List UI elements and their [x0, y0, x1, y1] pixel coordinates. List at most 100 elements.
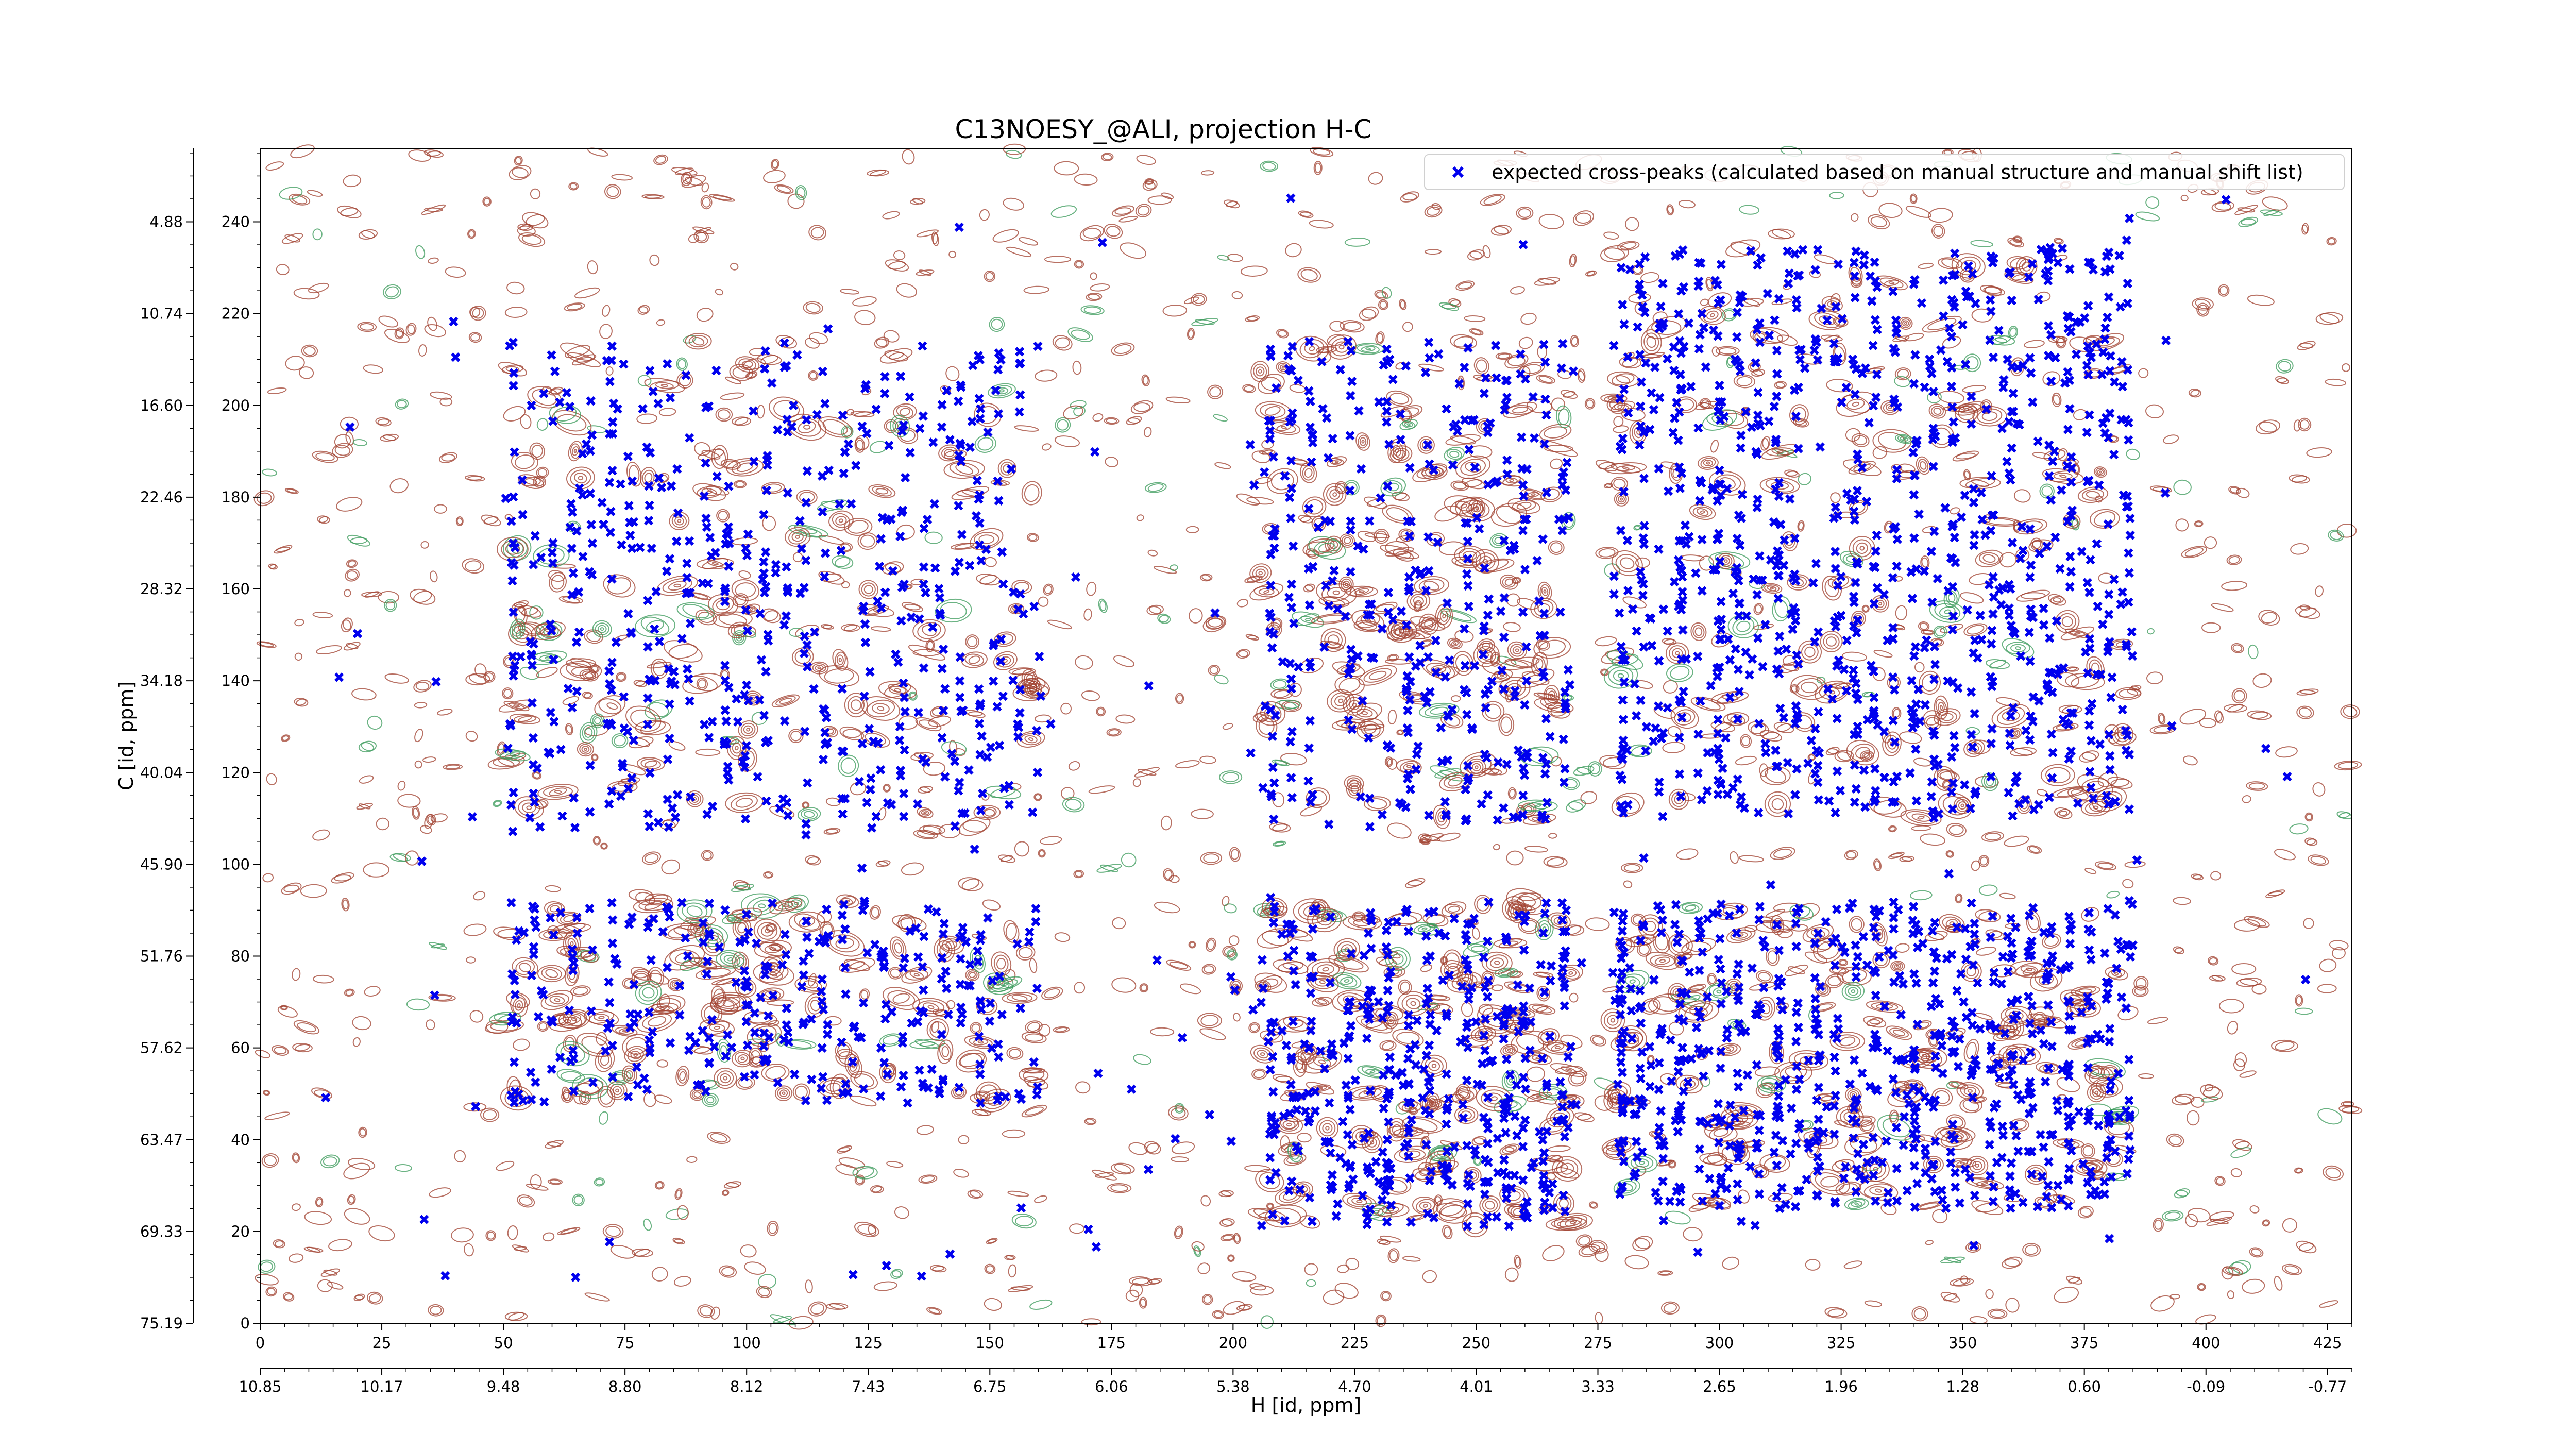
contour-ring: [2248, 644, 2259, 660]
contour-ring: [2275, 1041, 2295, 1051]
contour-ring: [676, 357, 688, 371]
contour-ring: [1945, 850, 1954, 858]
contour-ring: [345, 431, 354, 446]
contour-ring: [2271, 1039, 2298, 1052]
contour-ring: [1598, 548, 1616, 558]
contour-ring: [2294, 1007, 2313, 1015]
contour-ring: [351, 688, 377, 701]
contour-ring: [1569, 992, 1579, 1003]
contour-ring: [557, 1227, 581, 1235]
contour-ring: [2147, 1017, 2168, 1024]
contour-ring: [918, 786, 933, 794]
contour-ring: [1086, 581, 1097, 596]
contour-ring: [1950, 1277, 1974, 1287]
contour-ring: [2308, 854, 2329, 866]
contour-ring: [482, 196, 492, 207]
contour-ring: [1773, 722, 1794, 734]
contour-ring: [767, 1220, 779, 1236]
contour-ring: [2227, 704, 2244, 713]
contour-ring: [2232, 1139, 2252, 1151]
contour-ring: [925, 639, 935, 652]
contour-ring: [485, 1230, 497, 1241]
contour-ring: [1090, 283, 1110, 292]
contour-ring: [2247, 710, 2272, 720]
contour-ring: [1082, 227, 1101, 239]
contour-ring: [1786, 470, 1798, 477]
contour-ring: [1176, 694, 1183, 703]
contour-ring: [574, 287, 600, 299]
contour-ring: [1054, 161, 1079, 176]
contour-ring: [1334, 1283, 1359, 1299]
contour-ring: [2259, 421, 2277, 433]
contour-ring: [2106, 890, 2120, 899]
contour-ring: [1169, 962, 1188, 969]
contour-ring: [2013, 748, 2033, 756]
contour-ring: [2049, 1194, 2075, 1205]
contour-ring: [2024, 340, 2045, 348]
contour-ring: [1909, 890, 1933, 901]
contour-ring: [1533, 971, 1553, 978]
contour-ring: [2071, 519, 2078, 529]
contour-ring: [430, 570, 438, 583]
contour-ring: [986, 1265, 994, 1273]
contour-ring: [262, 468, 277, 477]
contour-ring: [1497, 655, 1517, 666]
contour-ring: [1214, 462, 1231, 469]
contour-ring: [1272, 792, 1285, 807]
contour-ring: [286, 488, 297, 494]
contour-ring: [1222, 1235, 1233, 1240]
contour-ring: [1422, 1270, 1437, 1283]
contour-ring: [494, 800, 501, 806]
contour-ring: [1889, 826, 1896, 832]
contour-ring: [2239, 1070, 2257, 1078]
contour-ring: [2341, 1101, 2354, 1107]
contour-ring: [1081, 1318, 1101, 1326]
contour-ring: [1683, 1227, 1703, 1242]
contour-ring: [656, 1182, 664, 1189]
contour-ring: [1149, 1279, 1160, 1284]
contour-ring: [422, 756, 436, 763]
contour-ring: [1008, 1264, 1017, 1278]
contour-ring: [1247, 635, 1258, 639]
contour-ring: [1007, 1190, 1029, 1197]
contour-ring: [1168, 1105, 1189, 1121]
contour-ring: [2304, 837, 2318, 846]
contour-ring: [1928, 208, 1953, 223]
contour-ring: [1385, 757, 1392, 766]
contour-ring: [1387, 1248, 1400, 1263]
contour-ring: [2342, 363, 2350, 372]
contour-ring: [1946, 851, 1953, 857]
contour-ring: [1981, 831, 2004, 842]
contour-ring: [631, 1248, 653, 1257]
contour-ring: [393, 853, 408, 862]
contour-ring: [2299, 689, 2316, 695]
contour-ring: [1424, 249, 1442, 255]
contour-ring: [795, 624, 820, 638]
contour-ring: [1595, 636, 1617, 647]
contour-ring: [1730, 851, 1739, 864]
contour-ring: [1323, 642, 1341, 648]
contour-ring: [1662, 742, 1686, 753]
contour-ring: [1207, 939, 1215, 950]
contour-ring: [445, 764, 460, 770]
contour-ring: [605, 366, 614, 376]
contour-ring: [804, 338, 820, 349]
contour-ring: [1623, 864, 1640, 872]
contour-ring: [1845, 428, 1861, 442]
contour-ring: [466, 956, 476, 964]
contour-ring: [1233, 1233, 1241, 1244]
contour-ring: [1494, 226, 1509, 235]
contour-ring: [320, 1154, 340, 1169]
contour-ring: [1140, 1298, 1146, 1307]
contour-ring: [266, 773, 277, 785]
contour-ring: [2009, 239, 2022, 246]
contour-ring: [1678, 199, 1696, 209]
contour-ring: [347, 534, 370, 547]
contour-ring: [776, 185, 791, 193]
contour-ring: [2306, 838, 2316, 845]
contour-ring: [2210, 871, 2222, 881]
contour-ring: [1617, 241, 1640, 251]
contour-ring: [1029, 958, 1038, 973]
contour-ring: [1590, 1034, 1606, 1047]
contour-ring: [1892, 1081, 1910, 1092]
